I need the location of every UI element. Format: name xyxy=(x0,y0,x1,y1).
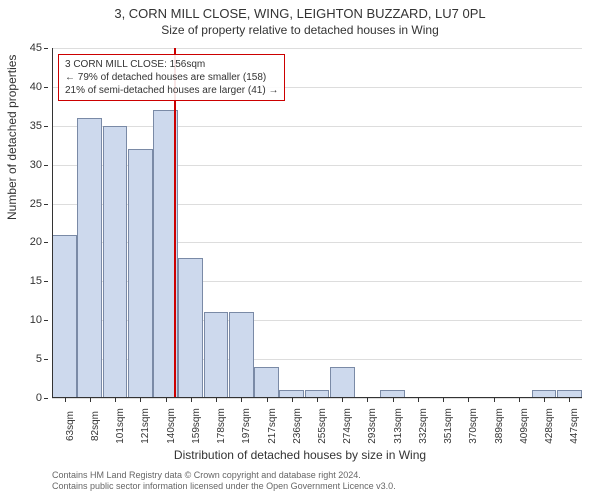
x-tick-mark xyxy=(191,398,192,402)
y-tick-mark xyxy=(44,398,48,399)
x-tick-label: 370sqm xyxy=(468,408,479,444)
x-tick-mark xyxy=(166,398,167,402)
x-tick-mark xyxy=(216,398,217,402)
histogram-bar xyxy=(279,390,304,398)
histogram-bar xyxy=(254,367,279,398)
y-tick-label: 25 xyxy=(30,198,42,210)
x-tick-label: 197sqm xyxy=(241,408,252,444)
y-tick-label: 0 xyxy=(36,392,42,404)
x-tick-label: 332sqm xyxy=(418,408,429,444)
x-tick-mark xyxy=(317,398,318,402)
y-tick-mark xyxy=(44,320,48,321)
chart-subtitle: Size of property relative to detached ho… xyxy=(0,21,600,37)
y-tick-label: 35 xyxy=(30,120,42,132)
y-tick-mark xyxy=(44,281,48,282)
y-tick-label: 30 xyxy=(30,159,42,171)
histogram-bar xyxy=(204,312,229,398)
y-tick-mark xyxy=(44,126,48,127)
x-tick-mark xyxy=(241,398,242,402)
x-tick-mark xyxy=(292,398,293,402)
y-tick-label: 10 xyxy=(30,314,42,326)
x-tick-label: 389sqm xyxy=(494,408,505,444)
y-axis-ticks: 051015202530354045 xyxy=(0,48,48,398)
x-tick-mark xyxy=(544,398,545,402)
annotation-box: 3 CORN MILL CLOSE: 156sqm ← 79% of detac… xyxy=(58,54,285,101)
plot-area: 3 CORN MILL CLOSE: 156sqm ← 79% of detac… xyxy=(52,48,582,398)
x-tick-mark xyxy=(140,398,141,402)
y-tick-mark xyxy=(44,242,48,243)
x-tick-mark xyxy=(90,398,91,402)
annotation-line-3: 21% of semi-detached houses are larger (… xyxy=(65,84,278,97)
histogram-bar xyxy=(128,149,153,398)
x-tick-mark xyxy=(494,398,495,402)
x-tick-label: 428sqm xyxy=(544,408,555,444)
y-tick-label: 20 xyxy=(30,236,42,248)
annotation-line-1: 3 CORN MILL CLOSE: 156sqm xyxy=(65,58,278,71)
x-tick-mark xyxy=(65,398,66,402)
y-tick-mark xyxy=(44,87,48,88)
chart-title: 3, CORN MILL CLOSE, WING, LEIGHTON BUZZA… xyxy=(0,0,600,21)
x-tick-label: 409sqm xyxy=(519,408,530,444)
y-tick-label: 5 xyxy=(36,353,42,365)
histogram-bar xyxy=(305,390,330,398)
x-tick-label: 217sqm xyxy=(267,408,278,444)
y-tick-mark xyxy=(44,48,48,49)
x-tick-mark xyxy=(418,398,419,402)
x-tick-label: 121sqm xyxy=(140,408,151,444)
x-tick-label: 351sqm xyxy=(443,408,454,444)
histogram-bar xyxy=(532,390,557,398)
histogram-bar xyxy=(52,235,77,398)
histogram-bar xyxy=(77,118,102,398)
histogram-bar xyxy=(380,390,405,398)
y-tick-mark xyxy=(44,165,48,166)
x-tick-mark xyxy=(519,398,520,402)
y-tick-label: 40 xyxy=(30,81,42,93)
x-tick-label: 293sqm xyxy=(367,408,378,444)
histogram-bar xyxy=(103,126,128,398)
y-tick-mark xyxy=(44,359,48,360)
x-tick-mark xyxy=(569,398,570,402)
credits-line-2: Contains public sector information licen… xyxy=(52,481,396,492)
histogram-bar xyxy=(557,390,582,398)
x-tick-mark xyxy=(468,398,469,402)
x-tick-label: 178sqm xyxy=(216,408,227,444)
histogram-bar xyxy=(330,367,355,398)
x-tick-label: 82sqm xyxy=(90,411,101,441)
chart-container: 3, CORN MILL CLOSE, WING, LEIGHTON BUZZA… xyxy=(0,0,600,500)
x-tick-label: 63sqm xyxy=(65,411,76,441)
x-tick-label: 447sqm xyxy=(569,408,580,444)
x-tick-mark xyxy=(267,398,268,402)
x-tick-mark xyxy=(115,398,116,402)
x-tick-label: 236sqm xyxy=(292,408,303,444)
y-tick-label: 15 xyxy=(30,275,42,287)
x-tick-label: 255sqm xyxy=(317,408,328,444)
annotation-line-2: ← 79% of detached houses are smaller (15… xyxy=(65,71,278,84)
x-axis-label: Distribution of detached houses by size … xyxy=(0,448,600,462)
x-tick-label: 140sqm xyxy=(166,408,177,444)
x-tick-label: 101sqm xyxy=(115,408,126,444)
credits: Contains HM Land Registry data © Crown c… xyxy=(52,470,396,493)
x-tick-label: 274sqm xyxy=(342,408,353,444)
x-tick-mark xyxy=(367,398,368,402)
x-tick-mark xyxy=(443,398,444,402)
credits-line-1: Contains HM Land Registry data © Crown c… xyxy=(52,470,396,481)
y-tick-mark xyxy=(44,204,48,205)
x-tick-label: 159sqm xyxy=(191,408,202,444)
y-tick-label: 45 xyxy=(30,42,42,54)
x-tick-mark xyxy=(393,398,394,402)
x-tick-mark xyxy=(342,398,343,402)
histogram-bar xyxy=(229,312,254,398)
x-tick-label: 313sqm xyxy=(393,408,404,444)
histogram-bar xyxy=(178,258,203,398)
